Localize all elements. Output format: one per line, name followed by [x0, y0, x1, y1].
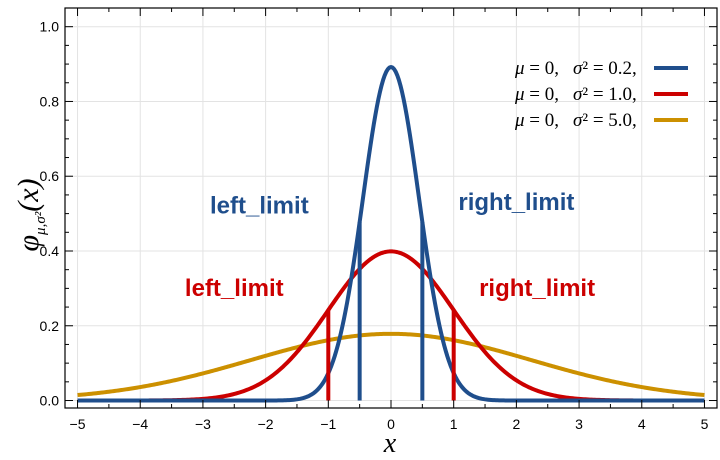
svg-text:φμ,σ²(x): φμ,σ²(x): [12, 178, 49, 251]
limit-lines: [326, 222, 456, 401]
legend: μ = 0, σ² = 0.2, μ = 0, σ² = 1.0, μ = 0, σ² =…: [514, 58, 688, 131]
legend-label-0: μ = 0, σ² = 0.2,: [514, 58, 637, 79]
x-tick-label: 0: [387, 416, 395, 432]
legend-label-1: μ = 0, σ² = 1.0,: [514, 84, 637, 105]
x-tick-label: −5: [70, 416, 86, 432]
axis-ticks: [65, 7, 717, 408]
tick-labels: −5 −4 −3 −2 −1 0 1 2 3 4 5 0.0 0.2 0.4 0.6 0.8 1.0: [40, 19, 709, 432]
y-tick-label: 0.8: [40, 93, 60, 109]
curves: [77, 65, 705, 403]
y-tick-label: 0.2: [40, 318, 60, 334]
x-tick-label: −2: [258, 416, 274, 432]
y-axis-label: φμ,σ²(x): [12, 178, 49, 251]
y-tick-label: 0.0: [40, 393, 60, 409]
series-line-2: [77, 331, 705, 398]
y-tick-label: 0.4: [40, 243, 60, 259]
annotations: left_limit right_limit left_limit right_lim…: [185, 189, 595, 302]
x-tick-label: 2: [512, 416, 520, 432]
x-tick-label: 1: [450, 416, 458, 432]
x-tick-label: −3: [195, 416, 211, 432]
y-tick-label: 1.0: [40, 19, 60, 35]
y-axis-label-arg: (x): [12, 178, 45, 211]
annotation-3: right_limit: [479, 275, 595, 302]
annotation-2: left_limit: [185, 275, 284, 302]
y-axis-label-main: φ: [12, 235, 45, 252]
x-tick-label: 4: [638, 416, 646, 432]
annotation-0: left_limit: [210, 193, 309, 220]
legend-label-2: μ = 0, σ² = 5.0,: [514, 110, 637, 131]
annotation-1: right_limit: [458, 189, 574, 216]
y-tick-label: 0.6: [40, 168, 60, 184]
y-axis-label-sub: μ,σ²: [33, 211, 49, 236]
x-tick-label: −1: [320, 416, 336, 432]
series-line-0: [77, 65, 705, 403]
x-tick-label: 5: [701, 416, 709, 432]
x-tick-label: −4: [132, 416, 148, 432]
x-axis-label: x: [383, 428, 397, 459]
x-tick-label: 3: [575, 416, 583, 432]
